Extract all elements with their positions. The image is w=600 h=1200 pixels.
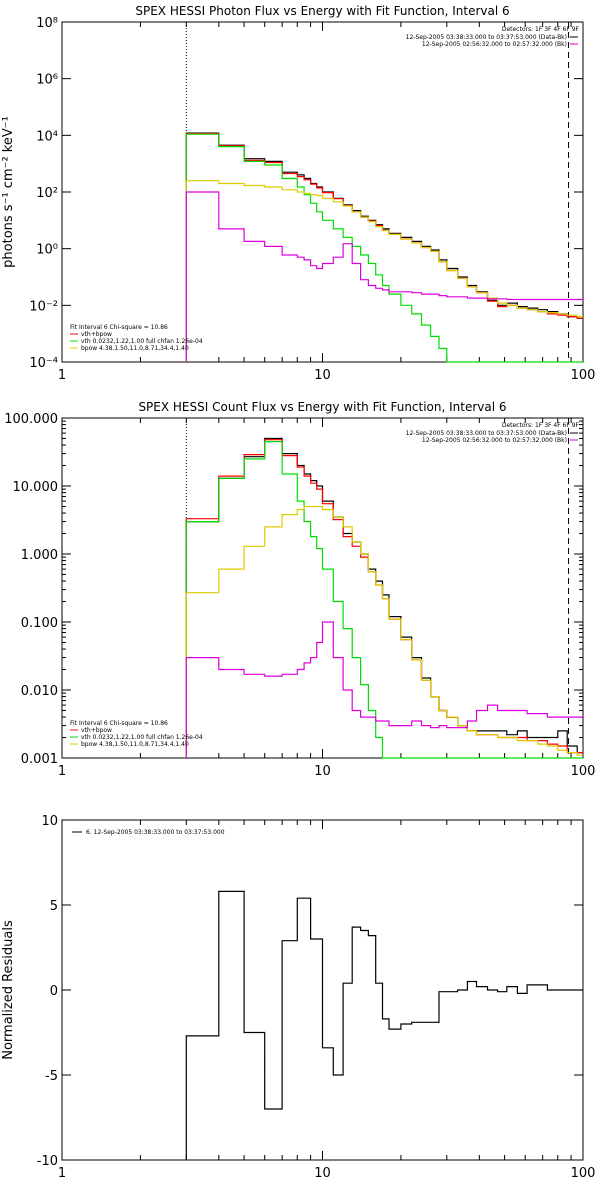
- residual-legend: 6. 12-Sep-2005 03:38:33.000 to 03:37:53.…: [86, 829, 225, 836]
- y-tick-label: 10²: [36, 186, 58, 201]
- x-tick-label: 10: [314, 1166, 331, 1181]
- series-bk-line: [185, 621, 583, 758]
- detectors-label: Detectors: 1F 3F 4F 6F 9F: [502, 422, 580, 429]
- legend-time-0: 12-Sep-2005 03:38:33.000 to 03:37:53.000…: [406, 34, 567, 41]
- count-flux-panel: SPEX HESSI Count Flux vs Energy with Fit…: [4, 400, 595, 779]
- fit-legend-3: bpow 4.38,1.50,11.0,8.71,34.4,1.40: [81, 345, 189, 352]
- x-tick-label: 10: [314, 368, 331, 383]
- fit-legend-2: vth 0.0232,1.22,1.00 full chfan 1.26e-04: [81, 734, 203, 741]
- y-axis-label: photons s⁻¹ cm⁻² keV⁻¹: [1, 116, 16, 268]
- y-tick-label: 10⁴: [36, 129, 58, 144]
- series-data-line: [185, 132, 583, 362]
- y-tick-label: 10⁰: [36, 243, 58, 258]
- fit-legend-2: vth 0.0232,1.22,1.00 full chfan 1.26e-04: [81, 338, 203, 345]
- y-tick-label: 1.000: [21, 548, 58, 563]
- series-data-line: [185, 890, 583, 1160]
- fit-legend-1: vth+bpow: [81, 331, 112, 338]
- y-tick-label: 0.010: [21, 684, 58, 699]
- x-tick-label: 10: [314, 764, 331, 779]
- x-tick-label: 100: [571, 1166, 596, 1181]
- y-axis-label: Normalized Residuals: [1, 920, 16, 1060]
- fit-legend-0: Fit Interval 6 Chi-square = 10.86: [70, 324, 168, 331]
- y-tick-label: 10: [41, 814, 58, 829]
- detectors-label: Detectors: 1F 3F 4F 6F 9F: [502, 26, 580, 33]
- y-tick-label: 10⁸: [36, 16, 58, 31]
- series-bpow-line: [185, 180, 583, 362]
- x-tick-label: 100: [571, 368, 596, 383]
- y-tick-label: 10⁶: [36, 73, 58, 88]
- series-vth-line: [185, 133, 583, 363]
- series-total-line: [185, 133, 583, 362]
- y-tick-label: -10: [37, 1154, 58, 1169]
- series-bpow-line: [185, 505, 583, 758]
- residuals-panel: 1 10 100 -10 -5 0 5 10 Normalized Residuals 6. 12…: [1, 814, 595, 1181]
- y-tick-label: -5: [45, 1069, 58, 1084]
- y-tick-label: 100.000: [4, 412, 58, 427]
- chart-title: SPEX HESSI Count Flux vs Energy with Fit…: [138, 400, 506, 414]
- y-tick-label: 10.000: [13, 480, 59, 495]
- x-tick-label: 100: [571, 764, 596, 779]
- x-tick-label: 1: [58, 764, 66, 779]
- x-tick-label: 1: [58, 368, 66, 383]
- fit-legend-0: Fit Interval 6 Chi-square = 10.86: [70, 720, 168, 727]
- y-tick-label: 0.100: [21, 616, 58, 631]
- fit-legend-3: bpow 4.38,1.50,11.0,8.71,34.4,1.40: [81, 741, 189, 748]
- legend-time-1: 12-Sep-2005 02:56:32.000 to 02:57:32.000…: [422, 437, 567, 444]
- y-tick-label: 10⁻²: [29, 299, 58, 314]
- chart-title: SPEX HESSI Photon Flux vs Energy with Fi…: [135, 4, 509, 18]
- plot-frame: [61, 417, 584, 759]
- y-tick-label: 5: [50, 899, 58, 914]
- series-vth-line: [185, 441, 583, 759]
- y-tick-label: 0: [50, 984, 58, 999]
- series-bk-line: [185, 191, 583, 362]
- legend-time-0: 12-Sep-2005 03:38:33.000 to 03:37:53.000…: [406, 430, 567, 437]
- y-tick-label: 10⁻⁴: [29, 356, 58, 371]
- x-tick-label: 1: [58, 1166, 66, 1181]
- fit-legend-1: vth+bpow: [81, 727, 112, 734]
- legend-time-1: 12-Sep-2005 02:56:32.000 to 02:57:32.000…: [422, 41, 567, 48]
- y-tick-label: 0.001: [21, 752, 58, 767]
- photon-flux-panel: SPEX HESSI Photon Flux vs Energy with Fi…: [1, 4, 595, 383]
